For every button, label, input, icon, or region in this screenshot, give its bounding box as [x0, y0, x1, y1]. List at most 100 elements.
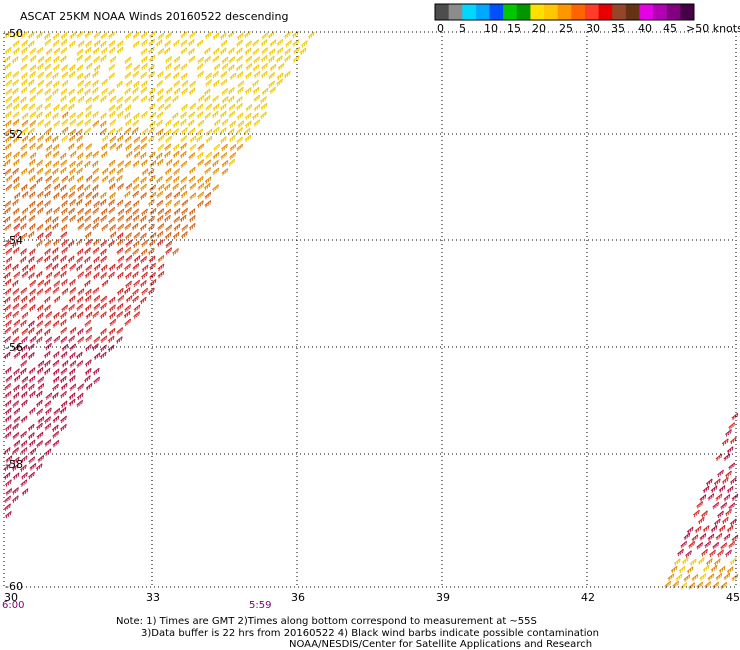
wind-barb [77, 336, 85, 344]
wind-barb [75, 264, 83, 272]
wind-barb [44, 102, 51, 111]
map-title: ASCAT 25KM NOAA Winds 20160522 descendin… [20, 10, 288, 23]
wind-barb [11, 240, 19, 248]
wind-barb [721, 516, 729, 525]
wind-barb [12, 207, 20, 216]
wind-barb [5, 174, 13, 183]
wind-barb [712, 541, 720, 550]
wind-barb [68, 70, 76, 79]
wind-barb [204, 112, 211, 120]
wind-barb [21, 54, 28, 63]
wind-barb [99, 120, 107, 128]
wind-barb [117, 294, 125, 303]
wind-barb [53, 335, 61, 344]
wind-barb [76, 311, 84, 319]
wind-barb [28, 456, 36, 464]
wind-barb [37, 119, 44, 127]
wind-barb [132, 160, 140, 168]
wind-barb [268, 48, 276, 56]
wind-barb [180, 135, 188, 143]
wind-barb [188, 208, 196, 216]
wind-barb [116, 232, 124, 240]
wind-barb [52, 238, 60, 247]
wind-barb [53, 183, 61, 191]
wind-barb [220, 152, 228, 160]
wind-barb [133, 64, 141, 72]
wind-barb [27, 432, 35, 440]
wind-barb [221, 168, 229, 176]
wind-barb [155, 39, 163, 47]
wind-barb [149, 184, 157, 192]
wind-barb [76, 111, 84, 120]
wind-barb [244, 30, 251, 39]
wind-barb [59, 184, 67, 192]
wind-barb [61, 200, 68, 208]
wind-barb [149, 279, 157, 287]
wind-barb [156, 128, 164, 136]
wind-barb [108, 31, 115, 40]
wind-barb [53, 280, 61, 288]
wind-barb [125, 254, 133, 263]
wind-barb [123, 190, 131, 199]
wind-barb [220, 78, 228, 87]
wind-barb [100, 344, 107, 352]
wind-barb [252, 79, 259, 88]
wind-barb [237, 120, 245, 128]
wind-barb [52, 320, 60, 328]
wind-barb [52, 415, 60, 424]
wind-barb [100, 214, 107, 223]
wind-barb [44, 400, 52, 408]
wind-barb [85, 311, 93, 319]
wind-barb [20, 303, 28, 311]
wind-barb [20, 415, 28, 423]
wind-barb [61, 111, 69, 120]
wind-barb [157, 208, 165, 216]
wind-barb [204, 191, 212, 200]
wind-barb [252, 112, 259, 120]
wind-barb [677, 548, 684, 557]
wind-barb [4, 30, 12, 39]
wind-barb [4, 223, 12, 231]
wind-barb [12, 30, 20, 39]
wind-barb [28, 375, 36, 384]
wind-barb [196, 175, 204, 184]
wind-barb [163, 183, 171, 192]
wind-barb [44, 224, 52, 232]
wind-barb [35, 103, 43, 112]
wind-barb [93, 55, 100, 64]
wind-barb [125, 295, 133, 303]
legend-label: 20 [532, 22, 546, 35]
wind-barb [12, 111, 20, 119]
wind-barb [45, 262, 53, 271]
wind-barb [132, 200, 140, 208]
wind-barb [731, 534, 739, 543]
wind-barb [100, 255, 107, 264]
wind-barb [236, 39, 243, 47]
wind-barb [28, 272, 35, 280]
legend-swatch [625, 4, 640, 20]
wind-barb [21, 127, 28, 135]
wind-barb [132, 240, 140, 248]
wind-barb [100, 335, 108, 343]
wind-barb [44, 183, 51, 192]
wind-barb [20, 143, 28, 151]
wind-barb [3, 472, 11, 480]
wind-barb [140, 143, 147, 151]
wind-barb [680, 582, 688, 590]
wind-barb [109, 95, 117, 103]
wind-barb [4, 415, 12, 423]
wind-barb [84, 118, 91, 127]
wind-barb [5, 455, 13, 463]
wind-barb [4, 110, 12, 119]
wind-barb [69, 150, 77, 159]
wind-barb [125, 31, 132, 40]
wind-barb [108, 240, 115, 248]
wind-barb [52, 430, 60, 439]
wind-barb [12, 391, 20, 400]
wind-barb [132, 190, 139, 199]
wind-barb [205, 128, 213, 137]
wind-barb [284, 54, 291, 63]
wind-barb [704, 581, 712, 589]
wind-barb [165, 31, 172, 40]
wind-barb [93, 200, 100, 209]
